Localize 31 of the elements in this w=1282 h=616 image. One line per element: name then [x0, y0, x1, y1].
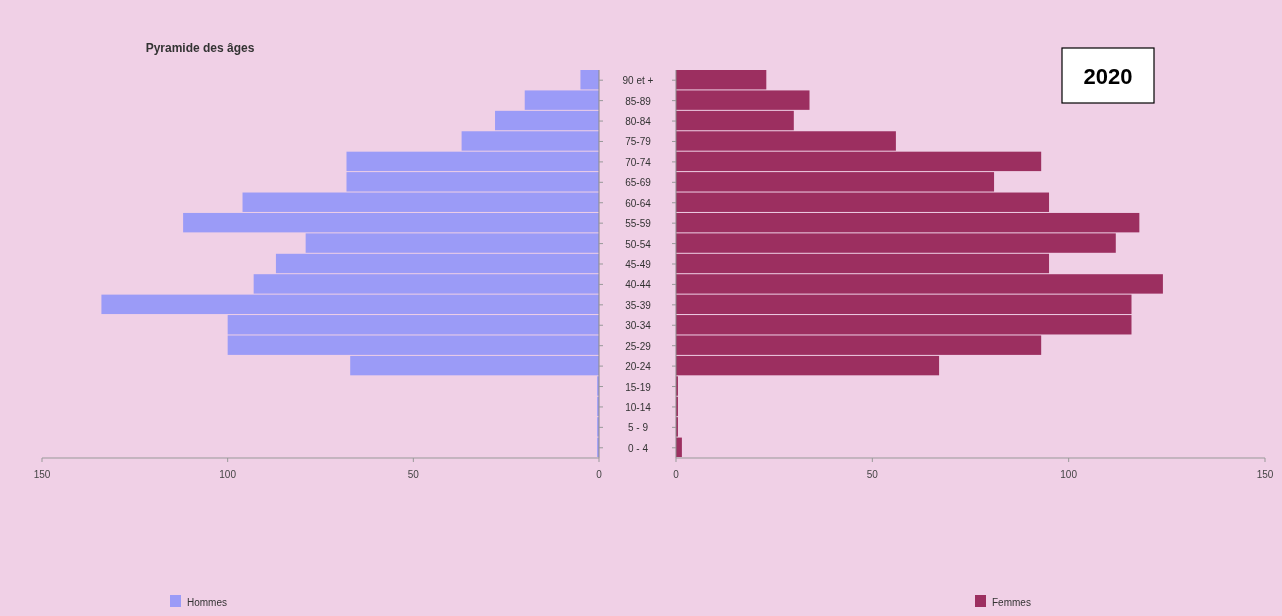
y-tick-label: 25-29: [625, 340, 652, 352]
x-tick-label: 50: [407, 469, 420, 480]
y-tick-label: 85-89: [625, 95, 652, 107]
annotation: 2020: [1083, 64, 1133, 89]
y-tick-label: 10-14: [625, 401, 652, 413]
legend-label: Femmes: [992, 597, 1031, 608]
x-tick-label: 0: [596, 469, 603, 480]
y-tick-label: 45-49: [625, 259, 652, 270]
y-tick-label: 15-19: [625, 381, 652, 393]
x-tick-label: 50: [866, 469, 879, 480]
y-tick-label: 5 - 9: [627, 422, 649, 434]
y-tick-label: 20-24: [625, 361, 652, 373]
y-tick-label: 30-34: [625, 320, 652, 332]
y-tick-label: 35-39: [625, 299, 652, 311]
y-tick-label: 80-84: [625, 116, 652, 128]
x-tick-label: 0: [673, 469, 680, 480]
y-tick-label: 50-54: [625, 238, 652, 250]
x-tick-label: 150: [33, 469, 51, 480]
y-tick-label: 70-74: [625, 156, 652, 168]
y-tick-label: 40-44: [625, 279, 652, 291]
y-tick-label: 0 - 4: [627, 442, 649, 454]
legend-label: Hommes: [187, 597, 228, 608]
y-tick-label: 55-59: [625, 218, 652, 230]
x-tick-label: 150: [1256, 469, 1274, 480]
y-tick-label: 60-64: [625, 197, 652, 209]
y-tick-label: 65-69: [625, 177, 652, 189]
x-tick-label: 100: [219, 469, 237, 480]
x-tick-label: 100: [1060, 469, 1078, 480]
y-tick-label: 90 et +: [622, 75, 654, 87]
chart-title: Pyramide des âges: [145, 41, 255, 55]
y-tick-label: 75-79: [625, 136, 652, 148]
